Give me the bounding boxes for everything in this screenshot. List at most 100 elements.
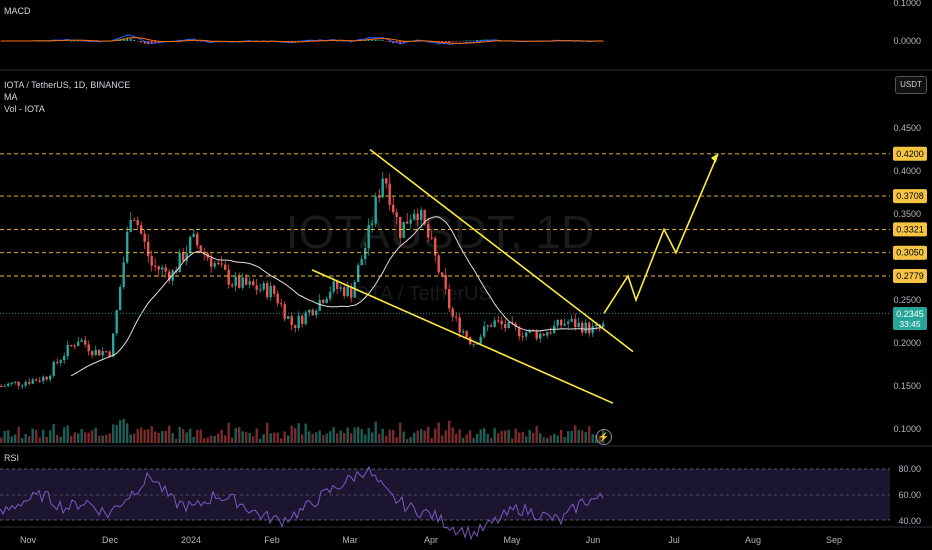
candle-body [115,310,118,334]
candle-body [276,293,279,304]
volume-bar [276,432,279,443]
volume-bar [210,435,213,443]
volume-bar [357,426,360,443]
macd-bar [402,41,405,43]
candle-body [164,267,167,272]
volume-bar [196,429,199,443]
volume-bar [584,432,587,443]
volume-bar [451,427,454,443]
candle-body [126,231,129,263]
volume-bar [472,438,475,443]
volume-bar [161,431,164,443]
candle-body [31,379,34,384]
volume-bar [399,422,402,443]
volume-bar [504,430,507,443]
horizontal-levels [0,153,890,277]
candles [0,172,605,390]
candle-body [350,286,353,298]
volume-bars [0,418,605,443]
macd-bar [77,40,80,42]
volume-bar [231,437,234,443]
volume-bar [287,435,290,443]
candle-body [329,291,332,299]
candle-body [70,344,73,346]
candle-body [378,196,381,198]
volume-bar [490,437,493,443]
candle-body [427,224,430,238]
level-tag-label: 0.2779 [896,271,924,281]
candle-body [395,212,398,217]
candle-body [315,310,318,316]
candle-body [210,257,213,267]
candle-body [518,326,521,337]
candle-body [150,255,153,266]
macd-bar [339,40,342,42]
volume-bar [381,428,384,443]
macd-bar [196,41,199,42]
volume-bar [213,435,216,443]
candle-body [402,221,405,238]
candle-body [154,265,157,267]
volume-bar [483,428,486,443]
volume-bar [301,434,304,443]
candle-body [560,319,563,326]
volume-bar [192,437,195,443]
volume-bar [136,428,139,443]
macd-bar [154,41,157,44]
candle-body [262,283,265,290]
volume-bar [234,428,237,443]
candle-body [129,219,132,232]
candle-body [602,323,605,327]
volume-bar [528,430,531,443]
candle-body [567,321,570,324]
volume-bar [500,430,503,443]
candle-body [178,252,181,273]
volume-bar [367,427,370,443]
volume-bar [283,431,286,443]
level-tag-label: 0.3321 [896,224,924,234]
candle-body [420,209,423,220]
volume-bar [518,432,521,443]
volume-bar [38,437,41,443]
symbol-watermark: IOTAUSDT, 1D [286,206,594,258]
candle-body [87,344,90,352]
candle-body [14,381,17,383]
volume-bar [493,428,496,443]
volume-bar [423,430,426,443]
candle-body [112,333,115,357]
time-tick-label: 2024 [181,535,201,545]
candle-body [381,178,384,198]
volume-bar [175,438,178,443]
volume-bar [122,418,125,443]
macd-bar [462,40,465,42]
volume-bar [420,429,423,443]
candle-body [248,281,251,285]
rsi-tick-label: 80.00 [898,464,921,474]
candle-body [273,285,276,294]
volume-bar [294,428,297,443]
volume-bar [437,422,440,443]
candle-body [413,213,416,220]
last-price-tag: 0.2345 [896,309,924,319]
time-axis[interactable]: Nov Dec 2024 Feb Mar Apr May Jun Jul Aug Sep [20,535,842,545]
volume-bar [203,438,206,443]
volume-bar [315,432,318,443]
candle-body [213,263,216,267]
level-tag-bg [893,245,927,260]
volume-bar [350,433,353,443]
candle-body [241,277,244,288]
replay-icon[interactable]: ⚡ [596,429,612,445]
volume-bar [521,431,524,443]
time-tick-label: Feb [264,535,280,545]
volume-bar [154,431,157,443]
candle-body [483,326,486,337]
price-tick-label: 0.2000 [893,338,921,348]
volume-bar [63,427,66,443]
time-tick-label: May [503,535,521,545]
currency-button[interactable]: USDT [895,76,927,94]
macd-bar [378,40,381,41]
volume-bar [553,433,556,443]
volume-bar [262,434,265,443]
volume-bar [164,430,167,443]
candle-body [416,213,419,220]
